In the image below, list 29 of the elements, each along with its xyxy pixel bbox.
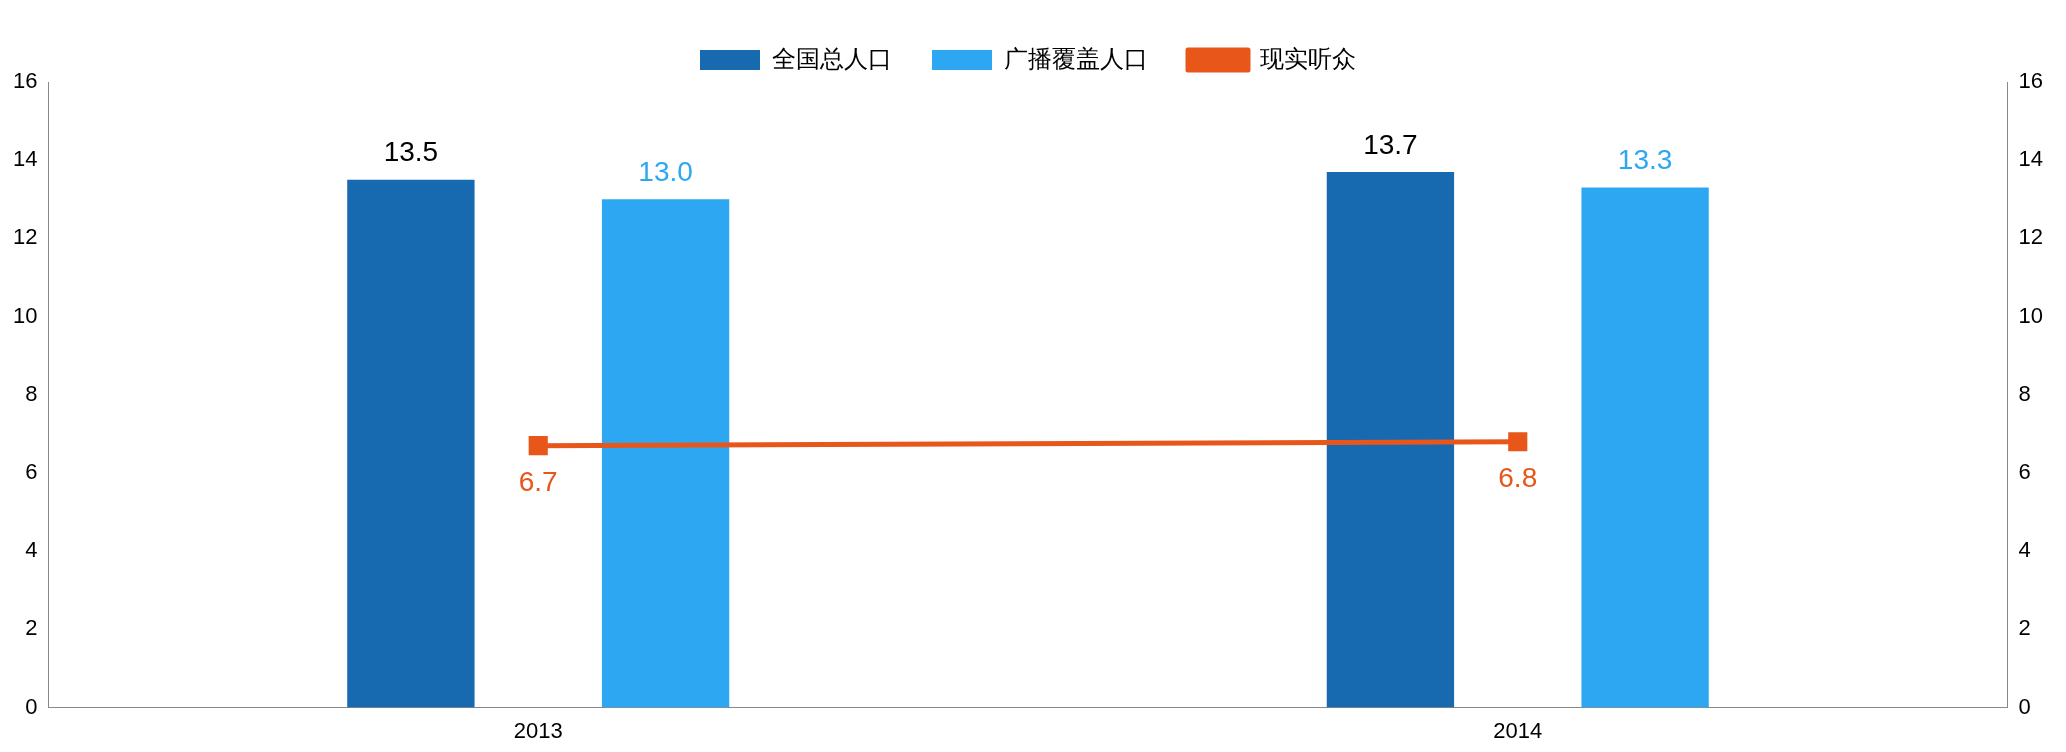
y-tick-label: 10 — [12, 302, 38, 328]
y2-tick-label: 8 — [2018, 380, 2031, 406]
y-tick-label: 2 — [25, 615, 38, 641]
y2-tick-label: 10 — [2018, 302, 2044, 328]
y2-tick-label: 14 — [2018, 146, 2044, 172]
y-tick-label: 16 — [12, 68, 38, 94]
x-tick-label: 2014 — [1493, 717, 1543, 743]
x-tick-label: 2013 — [513, 717, 563, 743]
data-label: 13.0 — [638, 156, 693, 188]
data-label: 13.7 — [1363, 128, 1418, 160]
data-label: 6.7 — [518, 466, 558, 498]
y-tick-label: 14 — [12, 146, 38, 172]
y2-tick-label: 6 — [2018, 459, 2031, 485]
y-tick-label: 4 — [25, 537, 38, 563]
legend-label: 现实听众 — [1260, 44, 1356, 72]
y-tick-label: 6 — [25, 459, 38, 485]
y-tick-label: 0 — [25, 693, 38, 719]
data-label: 13.3 — [1617, 144, 1673, 176]
legend-label: 全国总人口 — [772, 44, 892, 72]
y2-tick-label: 4 — [2018, 537, 2031, 563]
y2-tick-label: 12 — [2018, 224, 2044, 250]
y-tick-label: 12 — [12, 224, 38, 250]
y2-tick-label: 16 — [2018, 68, 2044, 94]
y2-tick-label: 0 — [2018, 693, 2031, 719]
y2-tick-label: 2 — [2018, 615, 2031, 641]
y-tick-label: 8 — [25, 380, 38, 406]
legend-label: 广播覆盖人口 — [1004, 44, 1148, 72]
data-label: 13.5 — [383, 136, 439, 168]
data-label: 6.8 — [1498, 462, 1538, 494]
